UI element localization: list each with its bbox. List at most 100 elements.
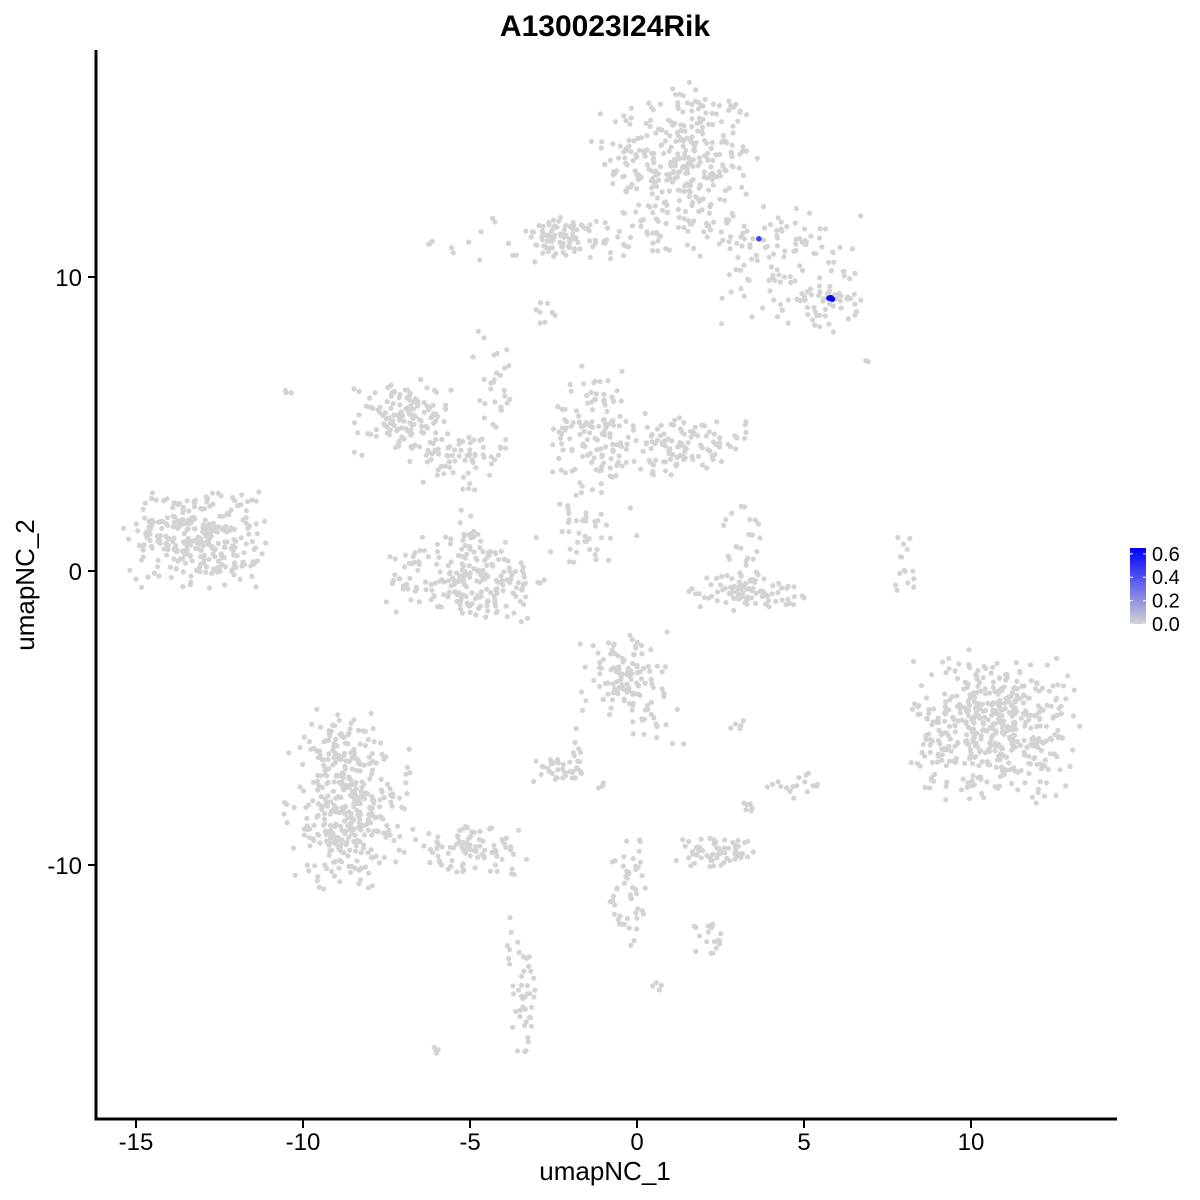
cell-point bbox=[897, 554, 903, 560]
cell-point bbox=[470, 459, 476, 465]
cell-point bbox=[423, 579, 429, 585]
cell-point bbox=[643, 441, 650, 447]
cell-point bbox=[1030, 735, 1036, 741]
cell-point bbox=[929, 672, 935, 678]
cell-point bbox=[574, 765, 580, 771]
cell-point bbox=[726, 845, 732, 851]
cell-point bbox=[704, 852, 710, 859]
cell-point bbox=[204, 564, 210, 570]
cell-point bbox=[253, 498, 259, 504]
cell-point bbox=[546, 219, 552, 226]
scatter-points bbox=[121, 79, 1083, 1056]
cell-point bbox=[353, 786, 359, 792]
cell-point bbox=[498, 548, 504, 555]
cell-point bbox=[990, 685, 996, 691]
cell-point bbox=[688, 139, 695, 145]
cell-point bbox=[607, 157, 614, 163]
cell-point bbox=[351, 801, 357, 807]
cell-point bbox=[356, 881, 362, 887]
cell-point bbox=[370, 758, 376, 764]
cell-point bbox=[304, 815, 310, 822]
cell-point bbox=[311, 838, 317, 844]
cell-point bbox=[690, 157, 696, 163]
cell-point bbox=[978, 688, 984, 694]
cell-point bbox=[437, 569, 443, 575]
cell-point bbox=[246, 531, 252, 537]
cell-point bbox=[720, 133, 727, 139]
cell-point bbox=[729, 510, 735, 516]
cell-point bbox=[677, 188, 684, 194]
highlighted-cell-point bbox=[756, 236, 762, 242]
cell-point bbox=[598, 481, 604, 487]
cell-point bbox=[437, 859, 443, 866]
cell-point bbox=[350, 793, 356, 800]
cell-point bbox=[462, 542, 468, 549]
cell-point bbox=[348, 720, 354, 726]
cell-point bbox=[332, 859, 338, 865]
cell-point bbox=[598, 446, 604, 452]
cell-point bbox=[542, 319, 548, 325]
cell-point bbox=[962, 760, 968, 766]
cell-point bbox=[315, 787, 321, 793]
cell-point bbox=[699, 445, 705, 451]
cell-point bbox=[709, 139, 715, 146]
cell-point bbox=[1032, 755, 1038, 761]
cell-point bbox=[406, 409, 412, 415]
cell-point bbox=[714, 419, 720, 425]
cell-point bbox=[633, 209, 639, 215]
cell-point bbox=[545, 765, 551, 771]
cell-point bbox=[784, 585, 790, 591]
cell-point bbox=[433, 412, 439, 418]
cell-point bbox=[354, 767, 360, 774]
cell-point bbox=[613, 442, 620, 448]
cell-point bbox=[626, 137, 632, 143]
cell-point bbox=[481, 335, 487, 341]
cell-point bbox=[560, 447, 566, 453]
cell-point bbox=[460, 537, 466, 543]
cell-point bbox=[504, 400, 510, 406]
cell-point bbox=[668, 472, 674, 478]
cell-point bbox=[916, 703, 922, 709]
cell-point bbox=[159, 525, 165, 532]
cell-point bbox=[195, 534, 201, 540]
cell-point bbox=[1024, 744, 1030, 750]
cell-point bbox=[165, 546, 171, 553]
cell-point bbox=[774, 243, 781, 249]
cell-point bbox=[684, 166, 690, 172]
cell-point bbox=[301, 832, 307, 838]
cell-point bbox=[1009, 690, 1016, 696]
cell-point bbox=[979, 759, 985, 765]
cell-point bbox=[612, 650, 618, 657]
cell-point bbox=[863, 357, 869, 364]
cell-point bbox=[836, 290, 842, 296]
cell-point bbox=[793, 236, 799, 242]
cell-point bbox=[567, 759, 573, 765]
cell-point bbox=[524, 615, 531, 622]
cell-point bbox=[737, 581, 743, 588]
cell-point bbox=[574, 227, 580, 233]
cell-point bbox=[635, 135, 641, 141]
cell-point bbox=[566, 236, 572, 242]
cell-point bbox=[510, 851, 517, 857]
cell-point bbox=[650, 462, 657, 468]
cell-point bbox=[401, 564, 408, 570]
legend-tick-label: 0.6 bbox=[1152, 544, 1180, 566]
cell-point bbox=[965, 780, 971, 786]
cell-point bbox=[847, 275, 853, 282]
cell-point bbox=[468, 513, 474, 519]
cell-point bbox=[491, 352, 497, 358]
cell-point bbox=[142, 500, 148, 506]
cell-point bbox=[343, 828, 349, 834]
cell-point bbox=[521, 968, 527, 974]
cell-point bbox=[311, 745, 317, 752]
cell-point bbox=[779, 307, 785, 313]
cell-point bbox=[562, 770, 568, 776]
cell-point bbox=[321, 762, 327, 769]
cell-point bbox=[692, 424, 698, 430]
cell-point bbox=[440, 592, 447, 598]
cell-point bbox=[662, 138, 669, 144]
cell-point bbox=[499, 578, 506, 584]
cell-point bbox=[573, 726, 579, 732]
cell-point bbox=[929, 738, 936, 744]
cell-point bbox=[826, 300, 833, 307]
